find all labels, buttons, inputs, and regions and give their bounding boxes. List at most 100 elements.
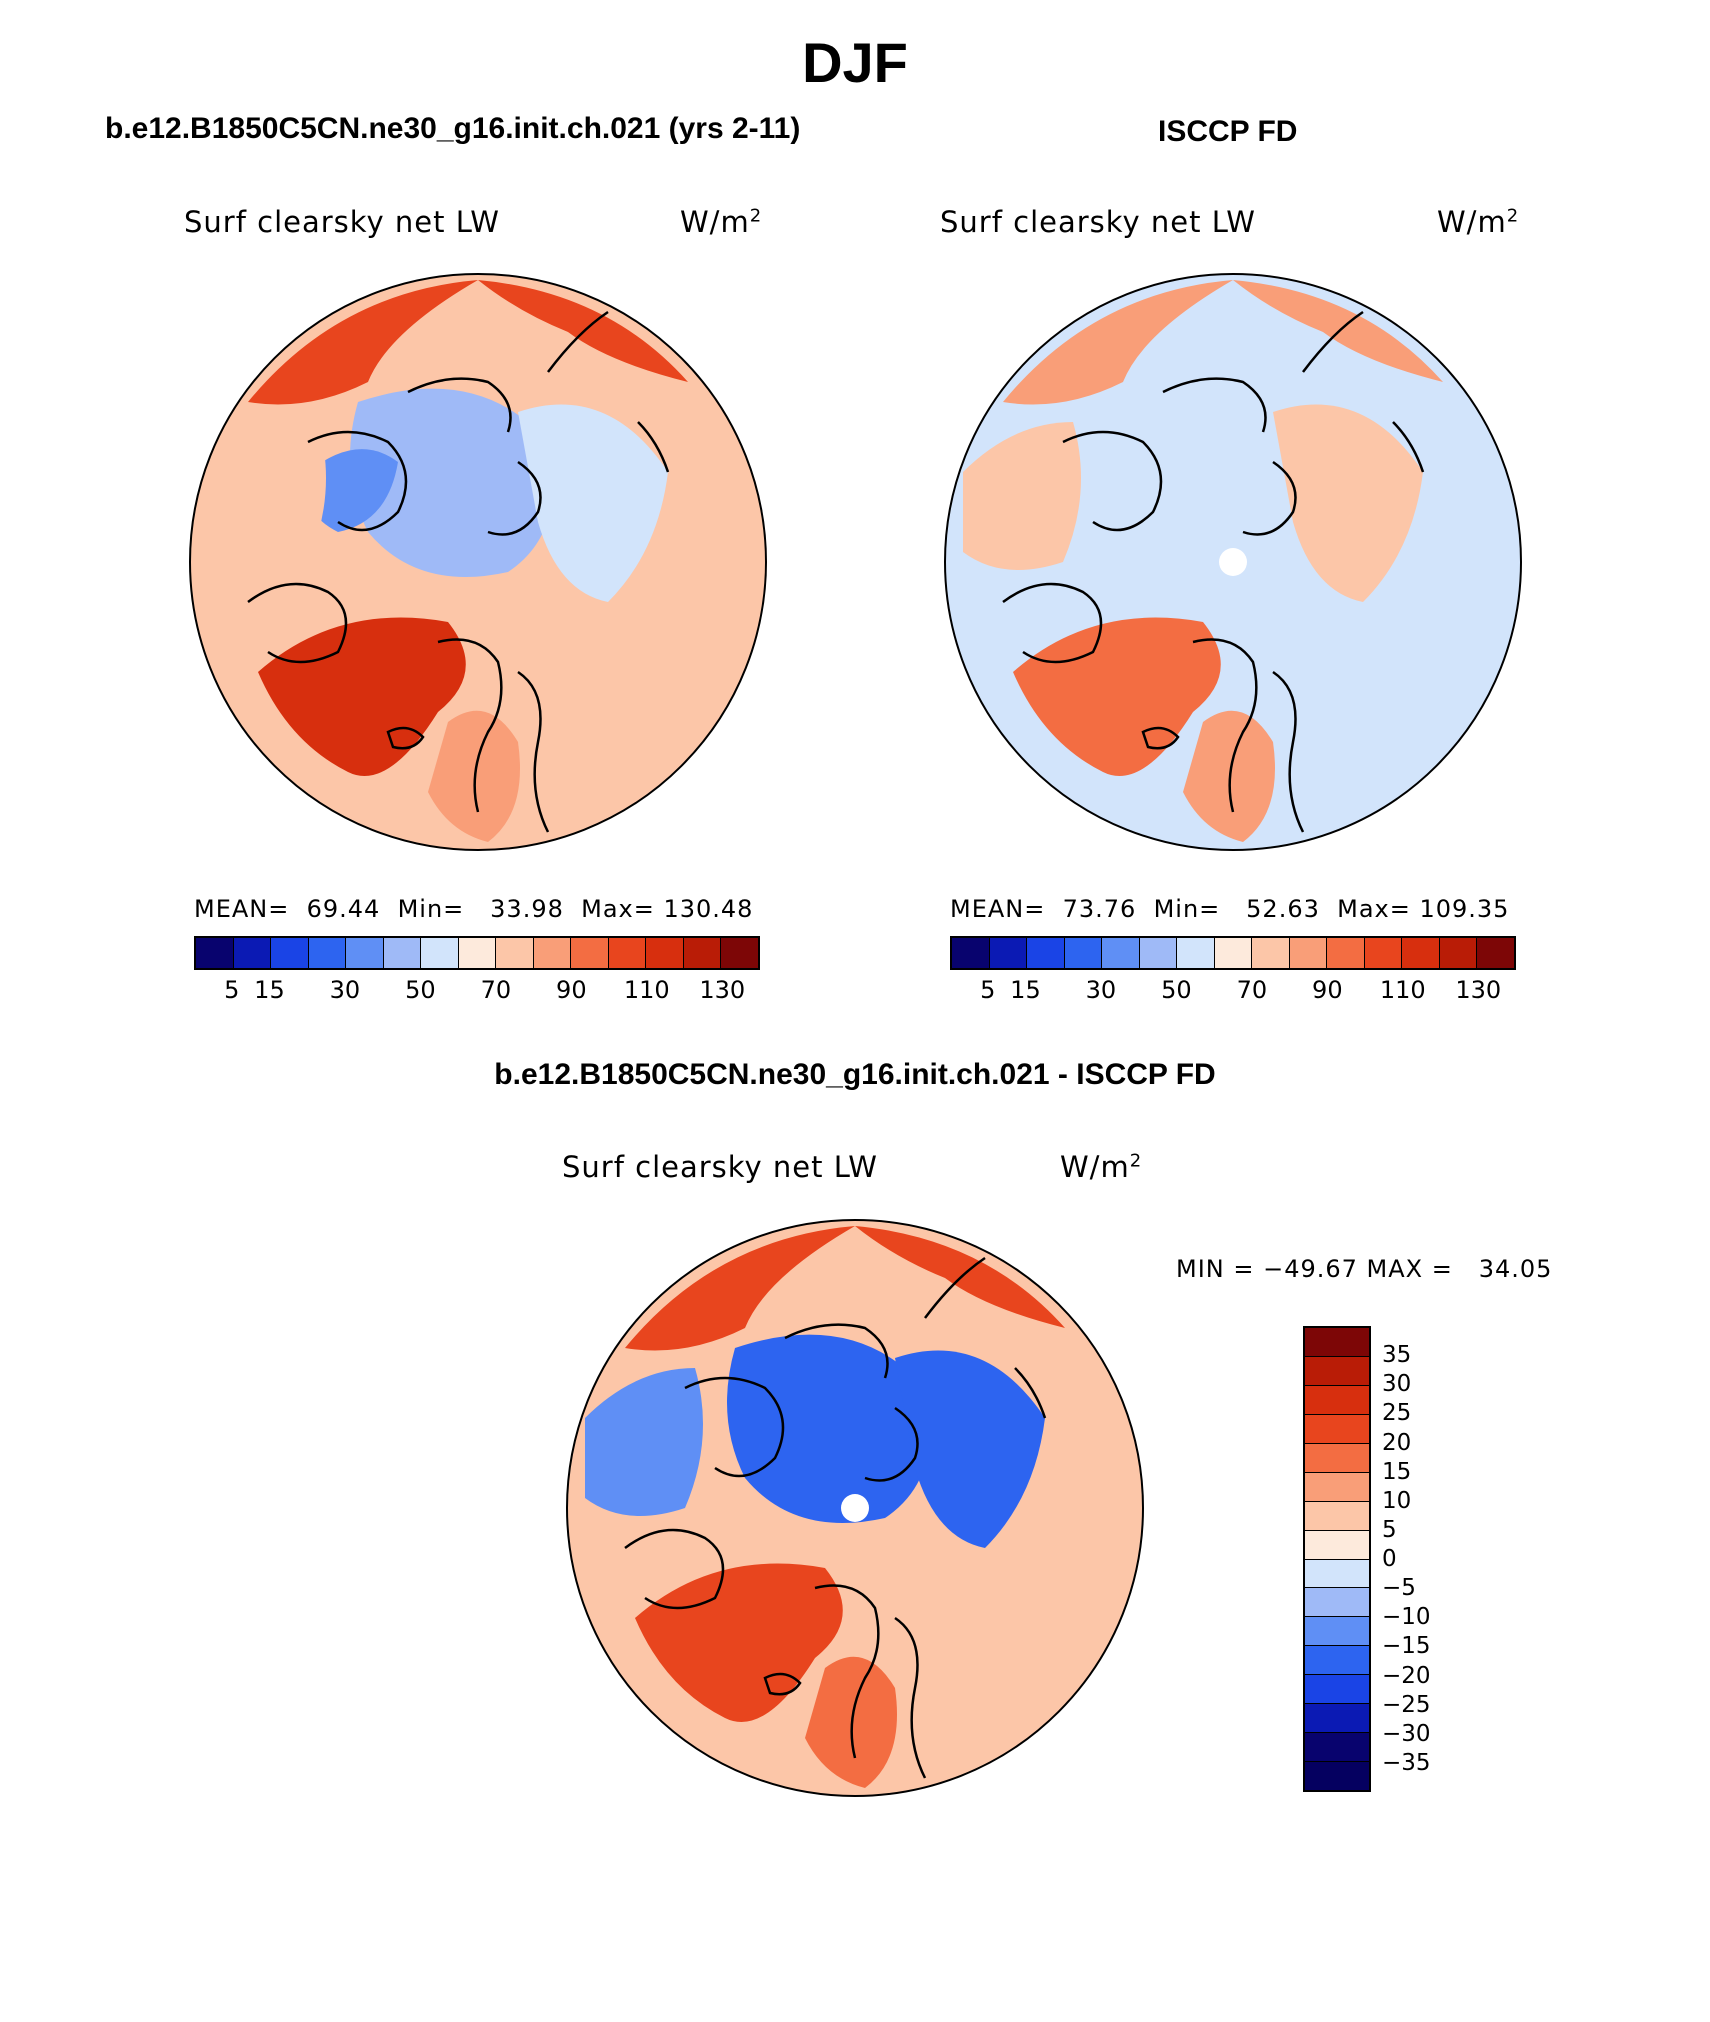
coastline <box>924 1256 986 1319</box>
diff-colorbar-ticks: 35 30 25 20 15 10 5 0 −5 −10 −15 −20 −25 −30 −35 <box>1382 1326 1462 1792</box>
diff-colorbar <box>1303 1326 1371 1792</box>
diff-units-label: W/m2 <box>1060 1150 1143 1184</box>
coastline <box>684 1376 785 1478</box>
coastline <box>1002 582 1103 664</box>
coastline <box>624 1528 725 1610</box>
colorbar-cell <box>1139 938 1178 968</box>
colorbar-cell <box>496 938 534 968</box>
region-siberia <box>518 404 668 602</box>
diff-variable-label: Surf clearsky net LW <box>562 1150 878 1184</box>
colorbar-tick-label: 30 <box>329 976 361 1004</box>
figure-title: DJF <box>802 31 908 94</box>
coastline <box>1062 430 1163 532</box>
pole-mask <box>1219 548 1247 576</box>
map-boundary <box>566 1219 1144 1797</box>
colorbar-cell <box>1289 938 1328 968</box>
colorbar-tick-label: −25 <box>1382 1691 1431 1718</box>
region-north-america <box>208 422 326 570</box>
colorbar-tick-label: 0 <box>1382 1546 1397 1572</box>
coastline <box>386 726 425 750</box>
colorbar-cell <box>346 938 384 968</box>
colorbar-cell <box>1305 1704 1369 1734</box>
colorbar-cell <box>1305 1414 1369 1444</box>
coastline <box>1014 1367 1047 1419</box>
coastline <box>1192 638 1258 813</box>
colorbar-tick-label: −35 <box>1382 1749 1431 1776</box>
coastline <box>437 638 503 813</box>
obs-stats-text: MEAN= 73.76 Min= 52.63 Max= 109.35 <box>950 895 1510 923</box>
colorbar-cell <box>1305 1762 1369 1790</box>
colorbar-cell <box>646 938 684 968</box>
region-arctic-ocean <box>1105 388 1308 577</box>
coastline <box>1141 726 1180 750</box>
coastline <box>517 670 550 833</box>
colorbar-cell <box>1305 1617 1369 1647</box>
coastline <box>1302 310 1364 373</box>
colorbar-tick-label: 90 <box>1312 976 1343 1004</box>
obs-colorbar <box>950 936 1516 970</box>
colorbar-cell <box>1305 1588 1369 1618</box>
model-units-label: W/m2 <box>680 205 763 239</box>
model-panel-title: b.e12.B1850C5CN.ne30_g16.init.ch.021 (yr… <box>105 112 801 145</box>
colorbar-cell <box>1305 1646 1369 1676</box>
colorbar-tick-label: 110 <box>1379 976 1426 1004</box>
colorbar-cell <box>1305 1356 1369 1386</box>
colorbar-cell <box>458 938 497 968</box>
coastline <box>1392 421 1425 473</box>
colorbar-cell <box>196 938 234 968</box>
region-north-pacific <box>1003 280 1443 405</box>
colorbar-tick-label: 130 <box>699 976 746 1004</box>
diff-minmax-text: MIN = −49.67 MAX = 34.05 <box>1176 1255 1553 1283</box>
colorbar-cell <box>721 938 758 968</box>
region-north-america <box>585 1368 703 1516</box>
coastline <box>814 1584 880 1759</box>
colorbar-cell <box>383 938 422 968</box>
colorbar-cell <box>1305 1472 1369 1502</box>
colorbar-tick-label: 10 <box>1382 1487 1412 1514</box>
colorbar-cell <box>989 938 1028 968</box>
colorbar-cell <box>571 938 609 968</box>
colorbar-cell <box>952 938 990 968</box>
coastline <box>894 1616 927 1779</box>
colorbar-tick-label: 110 <box>623 976 670 1004</box>
region-north-pacific <box>625 1226 1065 1351</box>
obs-panel-title: ISCCP FD <box>1158 115 1298 148</box>
pole-mask <box>841 1494 869 1522</box>
colorbar-cell <box>1305 1328 1369 1357</box>
obs-polar-map <box>944 273 1522 851</box>
model-polar-map <box>189 273 767 851</box>
region-north-pacific <box>248 280 688 405</box>
colorbar-cell <box>1327 938 1365 968</box>
colorbar-cell <box>308 938 347 968</box>
map-boundary <box>944 273 1522 851</box>
region-north-america <box>963 422 1081 570</box>
colorbar-tick-label: 70 <box>1236 976 1268 1004</box>
coastline <box>487 460 542 536</box>
region-canadian-archipelago <box>306 449 398 532</box>
colorbar-cell <box>1305 1385 1369 1415</box>
map-boundary <box>189 273 767 851</box>
colorbar-cell <box>533 938 572 968</box>
colorbar-tick-label: −30 <box>1382 1720 1431 1747</box>
coastline <box>407 377 512 433</box>
colorbar-tick-label: 5 <box>1382 1516 1397 1543</box>
model-colorbar <box>194 936 760 970</box>
colorbar-tick-label: 5 <box>224 976 240 1004</box>
region-arctic-ocean <box>350 388 553 577</box>
diff-panel-title: b.e12.B1850C5CN.ne30_g16.init.ch.021 - I… <box>494 1058 1216 1091</box>
colorbar-cell <box>271 938 309 968</box>
colorbar-cell <box>1252 938 1290 968</box>
colorbar-tick-label: 130 <box>1455 976 1502 1004</box>
colorbar-tick-label: 30 <box>1382 1371 1412 1398</box>
region-siberia <box>895 1350 1045 1548</box>
coastline <box>1242 460 1297 536</box>
model-variable-label: Surf clearsky net LW <box>184 205 500 239</box>
colorbar-tick-label: 35 <box>1382 1342 1412 1369</box>
colorbar-tick-label: 20 <box>1382 1429 1412 1456</box>
colorbar-cell <box>1177 938 1215 968</box>
colorbar-tick-label: −10 <box>1382 1604 1431 1631</box>
model-colorbar-ticks: 5 15 30 50 70 90 110 130 <box>194 976 760 1006</box>
colorbar-tick-label: 90 <box>556 976 587 1004</box>
colorbar-cell <box>1305 1733 1369 1763</box>
colorbar-tick-label: −20 <box>1382 1662 1431 1689</box>
